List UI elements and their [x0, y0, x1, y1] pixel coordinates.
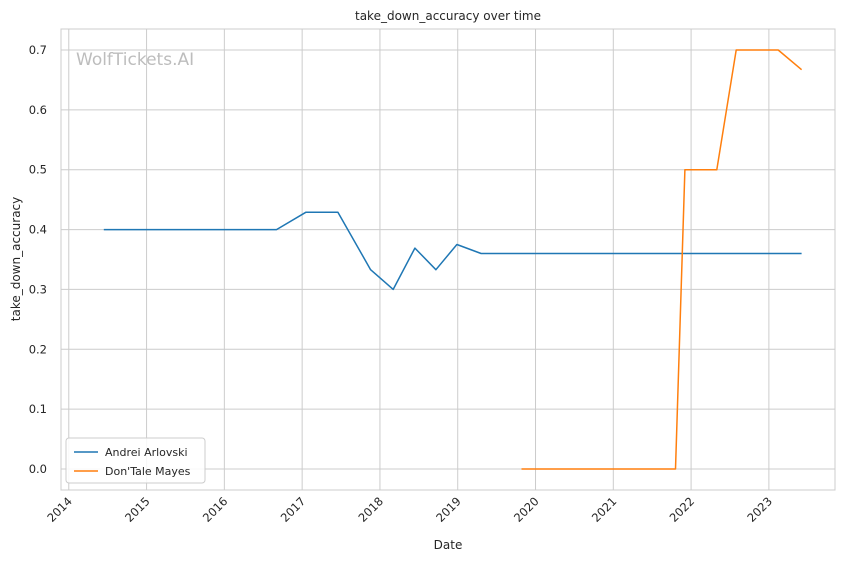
x-axis-label: Date	[434, 538, 463, 552]
legend-box	[65, 437, 206, 484]
legend-label-mayes: Don'Tale Mayes	[105, 465, 191, 478]
watermark-text: WolfTickets.AI	[76, 50, 194, 70]
y-tick-label: 0.7	[29, 43, 47, 57]
series-line-0	[103, 211, 802, 291]
y-tick-label: 0.3	[29, 282, 47, 296]
series-lines	[103, 49, 803, 470]
y-tick-label: 0.6	[29, 103, 47, 117]
y-tick-label: 0.4	[29, 223, 47, 237]
grid	[61, 29, 835, 490]
legend-label-arlovski: Andrei Arlovski	[105, 446, 188, 459]
legend: Andrei Arlovski Don'Tale Mayes	[65, 437, 206, 484]
plot-frame	[60, 28, 836, 491]
y-tick-label: 0.2	[29, 342, 47, 356]
y-tick-label: 0.5	[29, 163, 47, 177]
y-axis-ticks: 0.0 0.1 0.2 0.3 0.4 0.5 0.6 0.7	[29, 43, 47, 476]
series-line-1	[521, 49, 803, 470]
y-axis-label: take_down_accuracy	[9, 197, 23, 321]
y-tick-label: 0.1	[29, 402, 47, 416]
y-tick-label: 0.0	[29, 462, 47, 476]
chart-title: take_down_accuracy over time	[355, 9, 541, 23]
x-axis-ticks: 2014 2015 2016 2017 2018 2019 2020 2021 2022 2023	[44, 494, 775, 525]
